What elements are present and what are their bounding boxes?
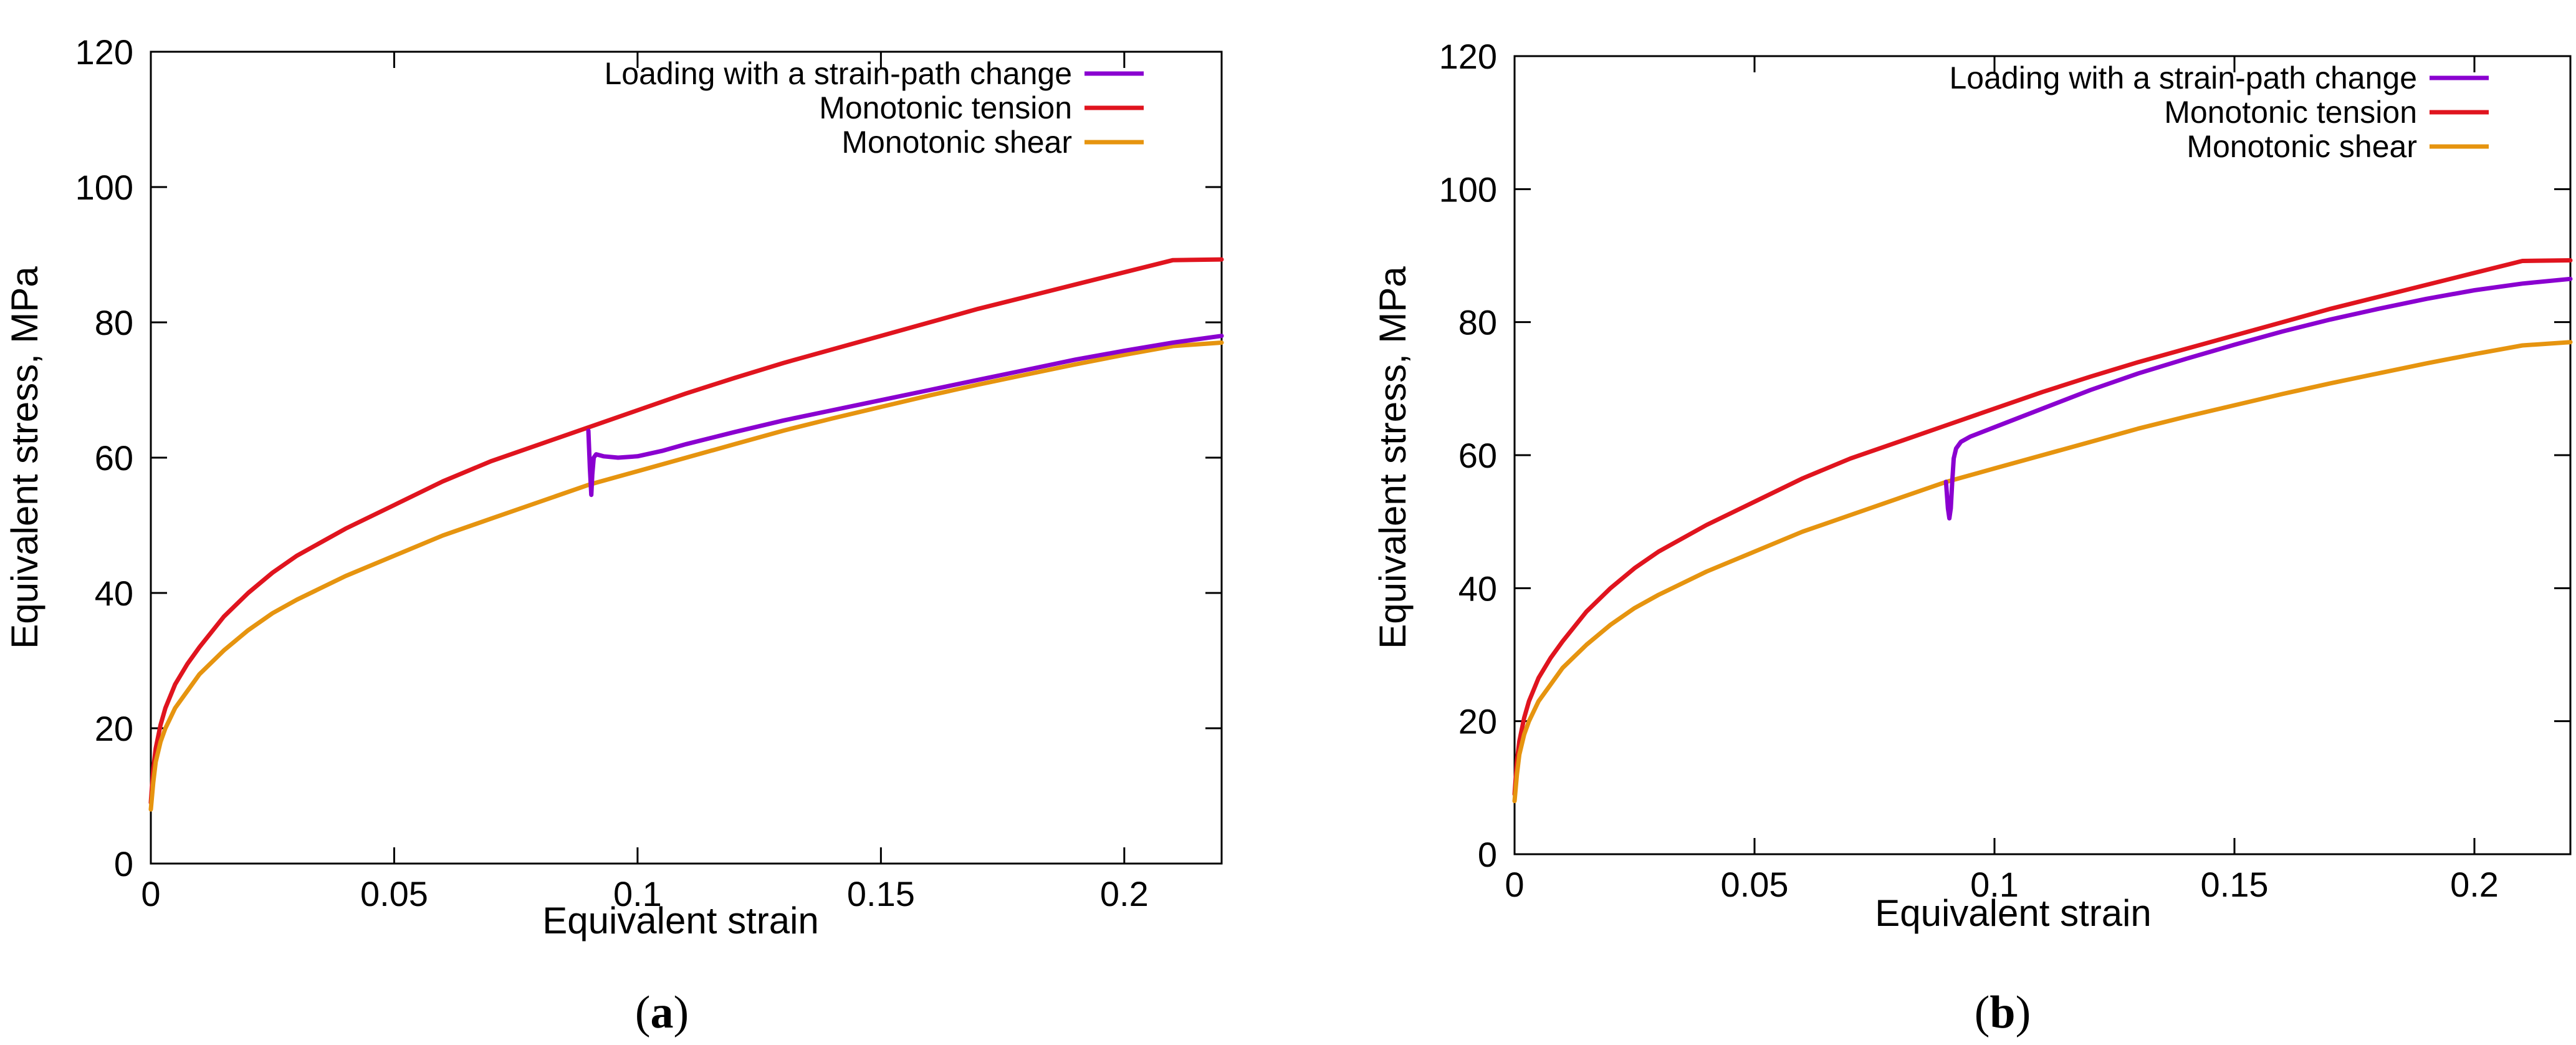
panel-label: (b): [1975, 987, 2031, 1038]
series-line-monotonic-shear: [1512, 340, 2573, 804]
legend-label-strain-path-change: Loading with a strain-path change: [604, 56, 1072, 91]
panel-label-letter: b: [1989, 987, 2015, 1038]
y-tick-label: 0: [1478, 835, 1497, 874]
series-line-monotonic-tension: [148, 257, 1224, 805]
series-line-monotonic-tension: [1512, 258, 2573, 797]
x-tick-label: 0.15: [847, 874, 915, 913]
y-tick-label: 120: [1439, 37, 1497, 76]
y-tick-label: 120: [75, 32, 133, 72]
x-tick-label: 0.05: [1721, 865, 1789, 904]
x-tick-label: 0.2: [1100, 874, 1149, 913]
y-tick-label: 20: [95, 709, 133, 748]
x-tick-label: 0: [141, 874, 160, 913]
panel-label-letter: a: [651, 987, 674, 1038]
legend-label-monotonic-tension: Monotonic tension: [2164, 95, 2417, 130]
legend-label-monotonic-shear: Monotonic shear: [2186, 129, 2417, 164]
x-tick-label: 0.15: [2201, 865, 2269, 904]
y-tick-label: 80: [95, 303, 133, 342]
series-line-strain-path-change: [586, 334, 1224, 498]
x-axis-title: Equivalent strain: [1875, 892, 2152, 934]
y-tick-label: 40: [1458, 569, 1497, 608]
x-tick-label: 0.05: [360, 874, 428, 913]
y-tick-label: 60: [95, 438, 133, 478]
legend-label-strain-path-change: Loading with a strain-path change: [1949, 60, 2417, 95]
panel-label: (a): [635, 987, 689, 1038]
y-tick-label: 60: [1458, 436, 1497, 475]
y-tick-label: 0: [114, 844, 133, 884]
legend-label-monotonic-tension: Monotonic tension: [819, 90, 1072, 125]
y-tick-label: 100: [1439, 170, 1497, 209]
x-tick-label: 0: [1505, 865, 1524, 904]
y-axis-title: Equivalent stress, MPa: [1372, 266, 1414, 649]
chart-panel-b: 0 0.05 0.1 0.15 0.2 0 20 40 60 80 100 120 Equivalent…: [1372, 37, 2573, 1038]
series-line-monotonic-shear: [148, 340, 1224, 812]
x-tick-label: 0.1: [1970, 865, 2019, 904]
x-tick-label: 0.2: [2450, 865, 2499, 904]
y-axis-title: Equivalent stress, MPa: [4, 266, 45, 649]
y-tick-label: 80: [1458, 303, 1497, 342]
legend-label-monotonic-shear: Monotonic shear: [841, 125, 1072, 160]
y-tick-label: 40: [95, 574, 133, 613]
y-tick-label: 100: [75, 168, 133, 207]
series-line-strain-path-change: [1943, 276, 2573, 521]
y-tick-label: 20: [1458, 702, 1497, 741]
chart-panel-a: 0 0.05 0.1 0.15 0.2 0 20 40 60 80 100 120 Equivalent…: [4, 32, 1224, 1038]
x-tick-label: 0.1: [613, 874, 662, 913]
x-axis-title: Equivalent strain: [542, 900, 819, 941]
